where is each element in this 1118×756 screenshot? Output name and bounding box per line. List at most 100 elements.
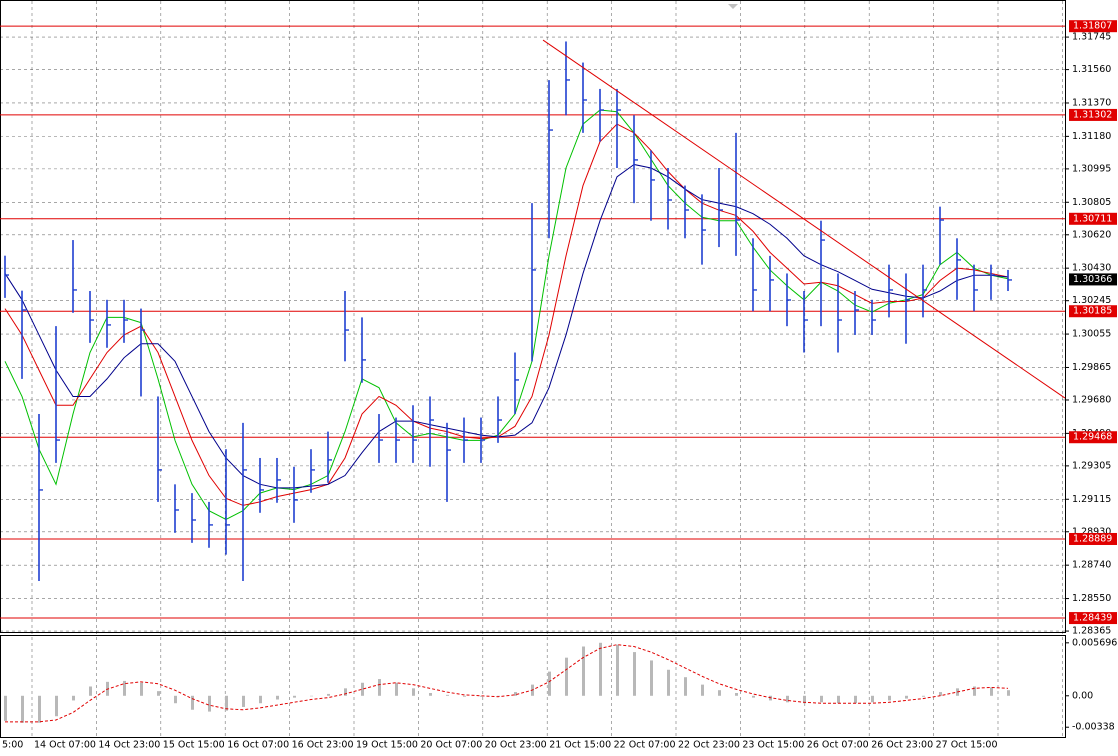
level-tag <box>1069 612 1117 625</box>
histogram-bar <box>599 642 602 696</box>
x-tick-label: 15 Oct 15:00 <box>163 740 225 751</box>
histogram-bar <box>990 687 993 696</box>
trendline <box>542 39 1066 399</box>
y-tick-label: 0.005696 <box>1072 637 1117 648</box>
histogram-bar <box>633 652 636 696</box>
histogram-bar <box>548 671 551 696</box>
moving-average <box>4 109 1009 521</box>
x-tick-label: 27 Oct 15:00 <box>936 740 998 751</box>
x-tick-label: 14 Oct 07:00 <box>34 740 96 751</box>
histogram-bar <box>21 695 24 723</box>
x-tick-label: 20 Oct 23:00 <box>485 740 547 751</box>
main-pane-frame <box>0 0 1066 633</box>
histogram-bar <box>89 686 92 696</box>
histogram-bar <box>38 695 41 723</box>
histogram-bar <box>871 695 874 703</box>
y-tick-label: 1.29865 <box>1072 362 1111 373</box>
histogram-bar <box>310 695 313 697</box>
histogram-bar <box>140 682 143 696</box>
histogram-bar <box>905 695 908 699</box>
y-tick-label: 1.30620 <box>1072 229 1111 240</box>
histogram-bar <box>820 695 823 703</box>
moving-average <box>4 163 1009 489</box>
level-tag <box>1069 305 1117 318</box>
y-tick-label: 1.28365 <box>1072 626 1111 637</box>
shift-marker <box>728 4 738 9</box>
x-tick-label: 14 Oct 23:00 <box>98 740 160 751</box>
histogram-bar <box>973 686 976 696</box>
histogram-bar <box>412 688 415 696</box>
histogram-bar <box>174 695 177 704</box>
x-tick-label: 23 Oct 15:00 <box>742 740 804 751</box>
histogram-bar <box>378 679 381 696</box>
moving-average <box>4 123 1009 506</box>
x-tick-label: 21 Oct 15:00 <box>549 740 611 751</box>
histogram-bar <box>922 695 925 697</box>
histogram-bar <box>242 695 245 707</box>
histogram-bar <box>786 695 789 703</box>
histogram-bar <box>55 695 58 717</box>
histogram-bar <box>735 692 738 696</box>
level-tag-label: 1.30711 <box>1073 213 1112 224</box>
histogram-bar <box>4 695 7 721</box>
histogram-bar <box>684 677 687 696</box>
histogram-bar <box>667 669 670 696</box>
y-tick-label: 1.31180 <box>1072 131 1111 142</box>
x-tick-label: 20 Oct 07:00 <box>420 740 482 751</box>
histogram-bar <box>565 657 568 696</box>
x-tick-label: 22 Oct 07:00 <box>614 740 676 751</box>
histogram-bar <box>123 680 126 696</box>
y-tick-label: 1.31560 <box>1072 64 1111 75</box>
signal-line <box>5 644 1009 723</box>
y-tick-label: 1.28740 <box>1072 560 1111 571</box>
histogram-bar <box>939 692 942 696</box>
level-tag-label: 1.31302 <box>1073 109 1112 120</box>
histogram-bar <box>582 646 585 696</box>
histogram-bar <box>888 695 891 701</box>
y-tick-label: 1.28550 <box>1072 593 1111 604</box>
histogram-bar <box>72 695 75 701</box>
x-tick-label: 19 Oct 15:00 <box>356 740 418 751</box>
y-tick-label: 1.28930 <box>1072 526 1111 537</box>
histogram-bar <box>276 695 279 700</box>
histogram-bar <box>327 693 330 696</box>
y-tick-label: 1.31745 <box>1072 32 1111 43</box>
y-tick-label: 1.29680 <box>1072 394 1111 405</box>
histogram-bar <box>701 684 704 696</box>
last-price-label: 1.30366 <box>1073 274 1112 285</box>
y-tick-label: 1.30055 <box>1072 329 1111 340</box>
y-tick-label: 1.30430 <box>1072 263 1111 274</box>
histogram-bar <box>259 695 262 704</box>
histogram-bar <box>1007 690 1010 696</box>
histogram-bar <box>463 695 466 697</box>
x-tick-label: 16 Oct 07:00 <box>227 740 289 751</box>
x-tick-label: 22 Oct 23:00 <box>678 740 740 751</box>
x-tick-label: 5:00 <box>2 740 23 751</box>
level-tag-label: 1.28889 <box>1073 533 1112 544</box>
histogram-bar <box>429 692 432 696</box>
y-tick-label: 1.30245 <box>1072 295 1111 306</box>
y-tick-label: 1.29115 <box>1072 494 1111 505</box>
level-tag <box>1069 532 1117 545</box>
y-tick-label: 1.31370 <box>1072 97 1111 108</box>
histogram-bar <box>803 695 806 704</box>
histogram-bar <box>208 695 211 712</box>
level-tag <box>1069 431 1117 444</box>
histogram-bar <box>157 691 160 696</box>
histogram-bar <box>225 695 228 711</box>
oscillator-pane-frame <box>0 635 1066 738</box>
x-tick-label: 26 Oct 07:00 <box>807 740 869 751</box>
level-tag-label: 1.31807 <box>1073 21 1112 32</box>
histogram-bar <box>344 688 347 696</box>
level-tag <box>1069 20 1117 33</box>
histogram-bar <box>497 695 500 697</box>
level-tag-label: 1.28439 <box>1073 613 1112 624</box>
histogram-bar <box>361 682 364 696</box>
level-tag <box>1069 108 1117 121</box>
y-tick-label: 0.00 <box>1072 690 1093 701</box>
y-tick-label: -0.00338 <box>1072 722 1115 733</box>
last-price-tag <box>1069 273 1117 286</box>
histogram-bar <box>752 695 755 698</box>
histogram-bar <box>718 690 721 696</box>
